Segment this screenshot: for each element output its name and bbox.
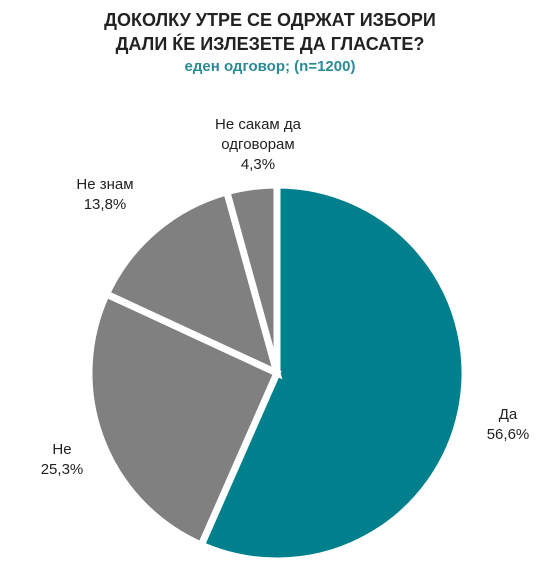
slice-label: Не сакам да одговорам 4,3% <box>203 115 313 175</box>
slice-label: Да 56,6% <box>453 405 540 445</box>
pie-slice <box>85 289 282 550</box>
slice-value-label: 4,3% <box>240 156 276 173</box>
pie-slice <box>222 181 281 374</box>
slice-value-label: 25,3% <box>40 461 84 478</box>
slice-value-label: 56,6% <box>486 426 530 443</box>
slice-label: Не знам 13,8% <box>50 175 160 215</box>
slice-category-label: Не <box>52 441 72 458</box>
chart-title: ДОКОЛКУ УТРЕ СЕ ОДРЖАТ ИЗБОРИ ДАЛИ ЌЕ ИЗ… <box>104 10 436 54</box>
chart-subtitle: еден одговор; (n=1200) <box>184 58 356 75</box>
pie-slice <box>196 181 469 565</box>
slice-category-label: Не сакам да одговорам <box>215 116 301 153</box>
slice-value-label: 13,8% <box>83 196 127 213</box>
slice-category-label: Да <box>498 406 518 423</box>
slice-label: Не 25,3% <box>7 440 117 480</box>
pie-slice <box>101 187 283 380</box>
slice-category-label: Не знам <box>76 176 134 193</box>
